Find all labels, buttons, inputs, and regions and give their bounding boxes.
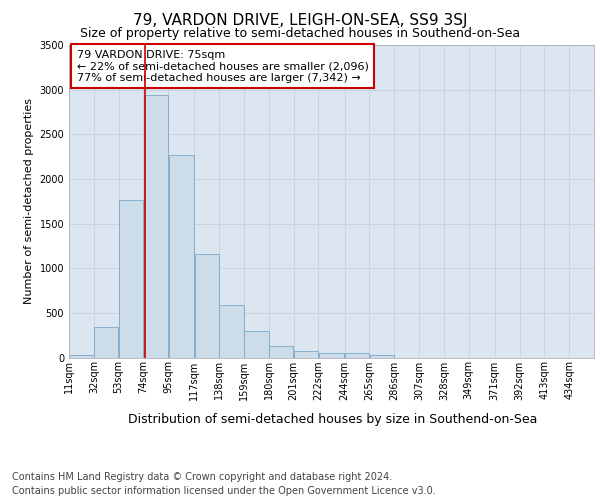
Y-axis label: Number of semi-detached properties: Number of semi-detached properties [24, 98, 34, 304]
Bar [194, 254, 219, 358]
Bar [370, 355, 394, 358]
Bar [69, 355, 94, 358]
Text: Distribution of semi-detached houses by size in Southend-on-Sea: Distribution of semi-detached houses by … [128, 412, 538, 426]
Bar [244, 330, 269, 357]
Text: Contains HM Land Registry data © Crown copyright and database right 2024.: Contains HM Land Registry data © Crown c… [12, 472, 392, 482]
Text: 79 VARDON DRIVE: 75sqm
← 22% of semi-detached houses are smaller (2,096)
77% of : 79 VARDON DRIVE: 75sqm ← 22% of semi-det… [77, 50, 369, 83]
Bar [344, 353, 369, 358]
Bar [294, 351, 319, 358]
Bar [220, 305, 244, 358]
Text: Contains public sector information licensed under the Open Government Licence v3: Contains public sector information licen… [12, 486, 436, 496]
Bar [94, 327, 118, 358]
Text: Size of property relative to semi-detached houses in Southend-on-Sea: Size of property relative to semi-detach… [80, 28, 520, 40]
Bar [169, 155, 194, 358]
Text: 79, VARDON DRIVE, LEIGH-ON-SEA, SS9 3SJ: 79, VARDON DRIVE, LEIGH-ON-SEA, SS9 3SJ [133, 12, 467, 28]
Bar [269, 346, 293, 358]
Bar [143, 95, 168, 357]
Bar [319, 353, 344, 358]
Bar [119, 200, 143, 358]
